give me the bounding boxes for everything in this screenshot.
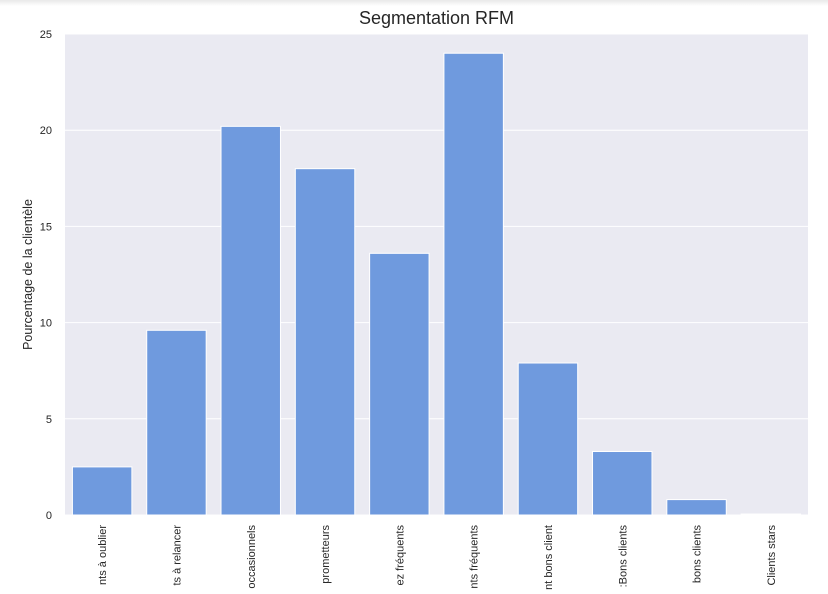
y-tick-label: 25	[40, 29, 52, 41]
x-tick-label: nts fréquents	[469, 525, 481, 589]
y-tick-label: 15	[40, 221, 52, 233]
bar	[294, 168, 356, 516]
x-tick-label: bons clients	[692, 525, 704, 584]
y-tick-labels: 0 5 10 15 20 25	[40, 29, 52, 522]
bar	[146, 329, 207, 516]
chart-title: Segmentation RFM	[359, 8, 514, 28]
x-tick-label: ts à relancer	[171, 525, 183, 586]
y-tick-label: 10	[40, 318, 52, 330]
bar	[517, 362, 579, 516]
x-tick-label: ez fréquents	[394, 525, 406, 586]
y-tick-label: 5	[46, 414, 52, 426]
top-shade	[0, 0, 828, 6]
x-tick-label: nts à oublier	[97, 525, 109, 585]
bars	[71, 52, 802, 516]
bar	[740, 513, 802, 516]
bar	[369, 252, 430, 516]
y-tick-label: 0	[46, 510, 52, 522]
bar	[443, 52, 504, 516]
x-tick-labels: nts à oublier ts à relancer occasionnels pr…	[97, 525, 778, 590]
bar	[666, 499, 727, 516]
x-tick-label: occasionnels	[246, 525, 258, 589]
y-axis-label: Pourcentage de la clientèle	[21, 199, 35, 350]
bar	[71, 466, 133, 516]
y-tick-label: 20	[40, 125, 52, 137]
x-tick-label: prometteurs	[320, 525, 332, 584]
x-tick-label: nt bons client	[543, 525, 555, 590]
x-tick-label: Clients stars	[766, 525, 778, 586]
x-tick-label: :Bons clients	[617, 525, 629, 588]
bar	[220, 125, 281, 516]
bar	[592, 451, 653, 516]
